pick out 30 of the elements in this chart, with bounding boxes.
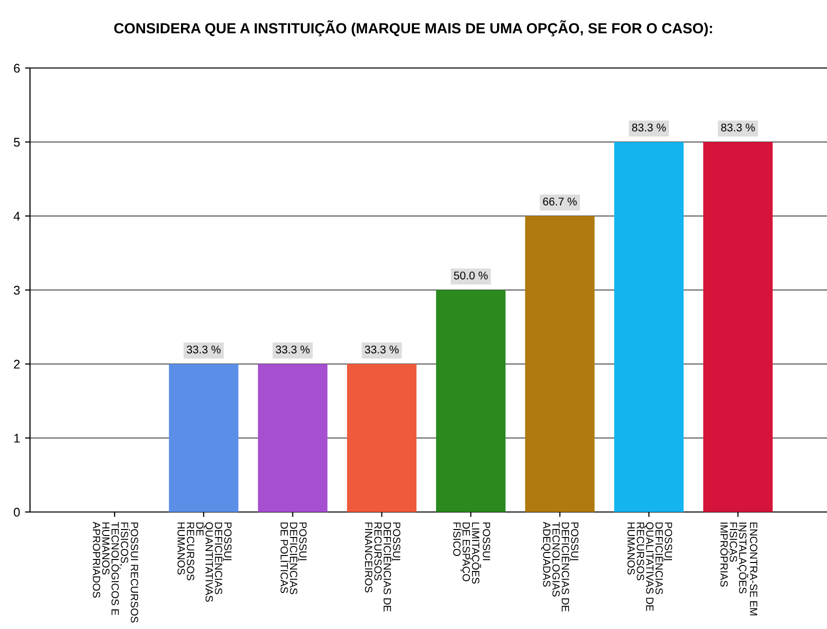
annotation: 50.0 % bbox=[454, 272, 488, 280]
x-tick-label: POSSUI DEFICIÊNCIAS QUALITATIVAS DE RECURSOS HUMANOS bbox=[627, 522, 672, 612]
annotation: 33.3 % bbox=[364, 346, 399, 354]
bar bbox=[525, 216, 595, 512]
bar bbox=[703, 142, 773, 512]
y-tick-label: 1 bbox=[14, 434, 20, 443]
bar bbox=[168, 364, 238, 512]
y-tick-label: 2 bbox=[14, 360, 20, 369]
y-tick-label: 4 bbox=[14, 212, 20, 221]
x-tick-label: POSSUI DEFICIÊNCIAS DE TECNOLOGIAS ADEQUADAS bbox=[541, 522, 578, 612]
annotation: 83.3 % bbox=[632, 124, 666, 132]
x-tick-label: POSSUI DEFICIÊNCIAS QUANTITATIVAS DE RECURSOS HUMANOS bbox=[178, 522, 232, 602]
x-tick-label: ENCONTRA-SE EM INSTALAÇÕES FÍSICAS IMPRÓPRIAS bbox=[720, 522, 758, 616]
x-tick-label: POSSUI LIMITAÇÕES DE ESPAÇO FÍSICO bbox=[453, 522, 490, 584]
bar bbox=[258, 364, 328, 512]
bar bbox=[347, 364, 416, 512]
bar bbox=[614, 142, 684, 512]
y-tick-label: 5 bbox=[14, 138, 20, 147]
annotation: 33.3 % bbox=[276, 346, 310, 354]
bar bbox=[436, 290, 506, 512]
y-tick-label: 3 bbox=[14, 286, 20, 295]
annotation: 83.3 % bbox=[721, 124, 755, 132]
y-tick-label: 0 bbox=[14, 508, 20, 517]
x-tick-label: POSSUI DEFICIÊNCIAS DE POLÍTICAS bbox=[280, 522, 307, 594]
x-tick-label: POSSUI RECURSOS FÍSICOS, TECNOLÓGICOS E HUMANOS APROPRIADOS bbox=[92, 522, 138, 623]
x-tick-label: POSSUI DEFICIÊNCIAS DE RECURSOS FINANCEIROS bbox=[364, 522, 400, 612]
chart-title: CONSIDERA QUE A INSTITUIÇÃO (MARQUE MAIS DE UMA OPÇÃO, SE FOR O CASO): bbox=[114, 20, 712, 36]
annotation: 66.7 % bbox=[543, 198, 577, 206]
annotation: 33.3 % bbox=[186, 346, 221, 354]
y-tick-label: 6 bbox=[14, 64, 20, 73]
